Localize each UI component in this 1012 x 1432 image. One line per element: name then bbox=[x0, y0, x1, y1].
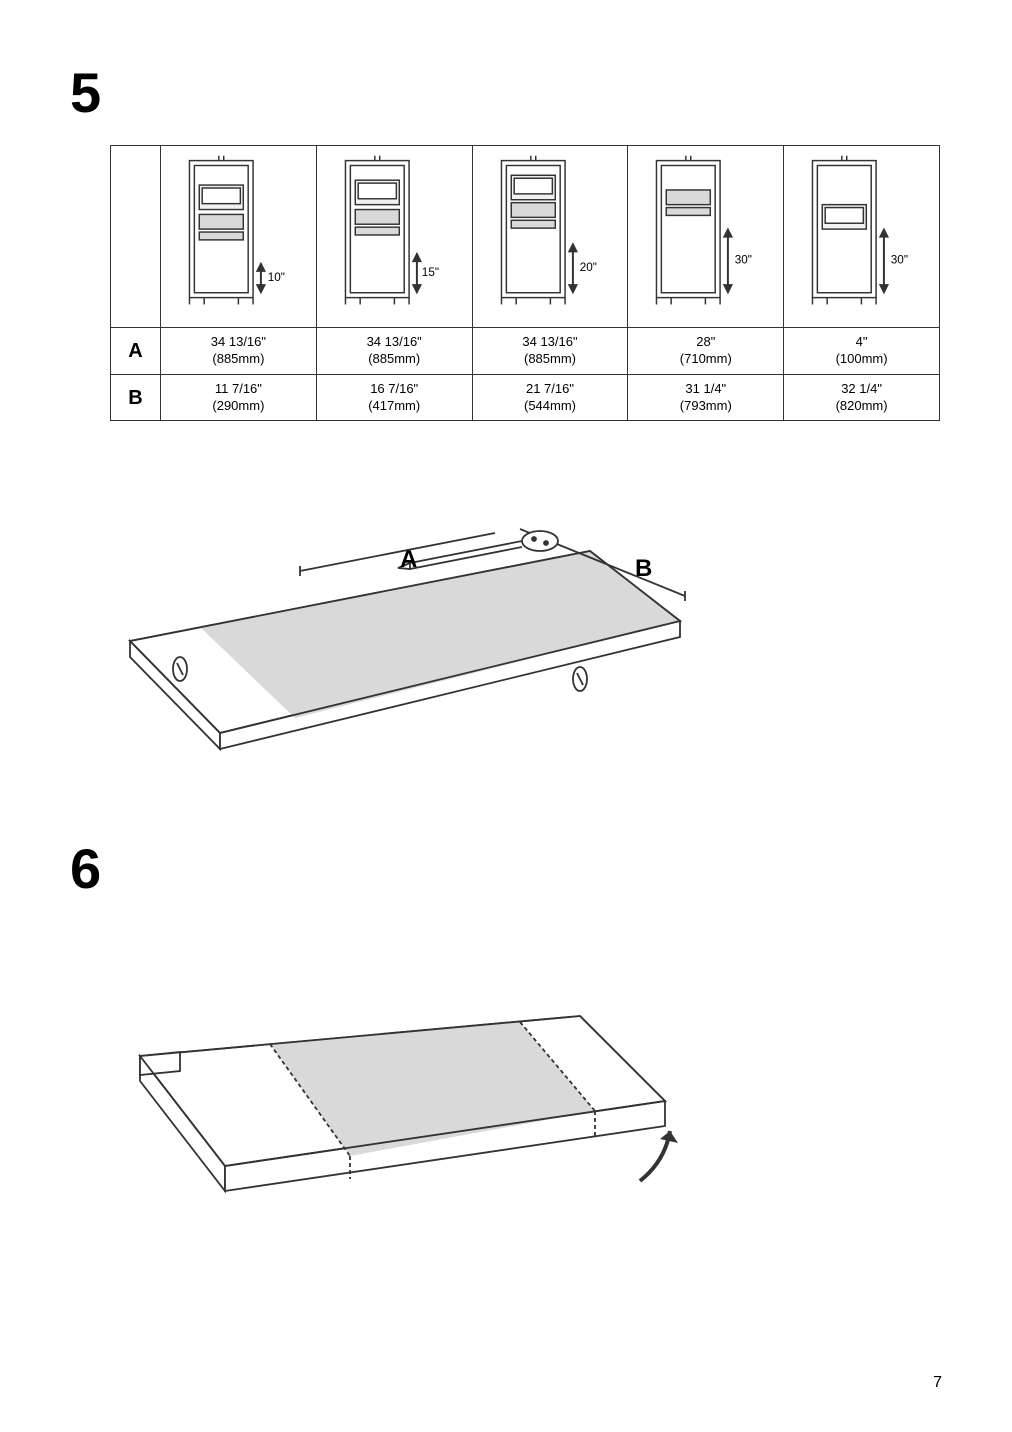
cell-A3: 34 13/16"(885mm) bbox=[472, 327, 628, 374]
cabinet-cell-1: 10" bbox=[161, 146, 317, 328]
cabinet-diagrams-row: 10" bbox=[111, 146, 940, 328]
cell-B5: 32 1/4"(820mm) bbox=[784, 374, 940, 421]
cell-B4: 31 1/4"(793mm) bbox=[628, 374, 784, 421]
row-A-label: A bbox=[111, 327, 161, 374]
cell-A5: 4"(100mm) bbox=[784, 327, 940, 374]
dimensions-table-wrap: 10" bbox=[110, 145, 942, 421]
step-6-number: 6 bbox=[70, 836, 942, 901]
cabinet-diagram-5: 30" bbox=[788, 154, 935, 314]
cabinet-diagram-2: 15" bbox=[321, 154, 468, 314]
board-pencil-diagram: A B bbox=[70, 491, 710, 771]
height-label-4: 30" bbox=[735, 253, 752, 266]
cell-A4: 28"(710mm) bbox=[628, 327, 784, 374]
cell-A2: 34 13/16"(885mm) bbox=[316, 327, 472, 374]
cabinet-diagram-4: 30" bbox=[632, 154, 779, 314]
cabinet-cell-4: 30" bbox=[628, 146, 784, 328]
cell-B3: 21 7/16"(544mm) bbox=[472, 374, 628, 421]
cell-A1: 34 13/16"(885mm) bbox=[161, 327, 317, 374]
step-5-number: 5 bbox=[70, 60, 942, 125]
board-label-A: A bbox=[400, 546, 417, 573]
folding-board-diagram bbox=[70, 961, 710, 1241]
cabinet-cell-2: 15" bbox=[316, 146, 472, 328]
row-B-label: B bbox=[111, 374, 161, 421]
diagram-row-blank bbox=[111, 146, 161, 328]
height-label-3: 20" bbox=[579, 261, 596, 274]
dimensions-table: 10" bbox=[110, 145, 940, 421]
board-label-B: B bbox=[635, 555, 652, 582]
cabinet-cell-5: 30" bbox=[784, 146, 940, 328]
row-B: B 11 7/16"(290mm) 16 7/16"(417mm) 21 7/1… bbox=[111, 374, 940, 421]
row-A: A 34 13/16"(885mm) 34 13/16"(885mm) 34 1… bbox=[111, 327, 940, 374]
cell-B1: 11 7/16"(290mm) bbox=[161, 374, 317, 421]
cabinet-diagram-3: 20" bbox=[477, 154, 624, 314]
page-number: 7 bbox=[933, 1374, 942, 1392]
cell-B2: 16 7/16"(417mm) bbox=[316, 374, 472, 421]
cabinet-cell-3: 20" bbox=[472, 146, 628, 328]
height-label-1: 10" bbox=[268, 271, 285, 284]
height-label-5: 30" bbox=[891, 253, 908, 266]
height-label-2: 15" bbox=[422, 266, 439, 279]
cabinet-diagram-1: 10" bbox=[165, 154, 312, 314]
